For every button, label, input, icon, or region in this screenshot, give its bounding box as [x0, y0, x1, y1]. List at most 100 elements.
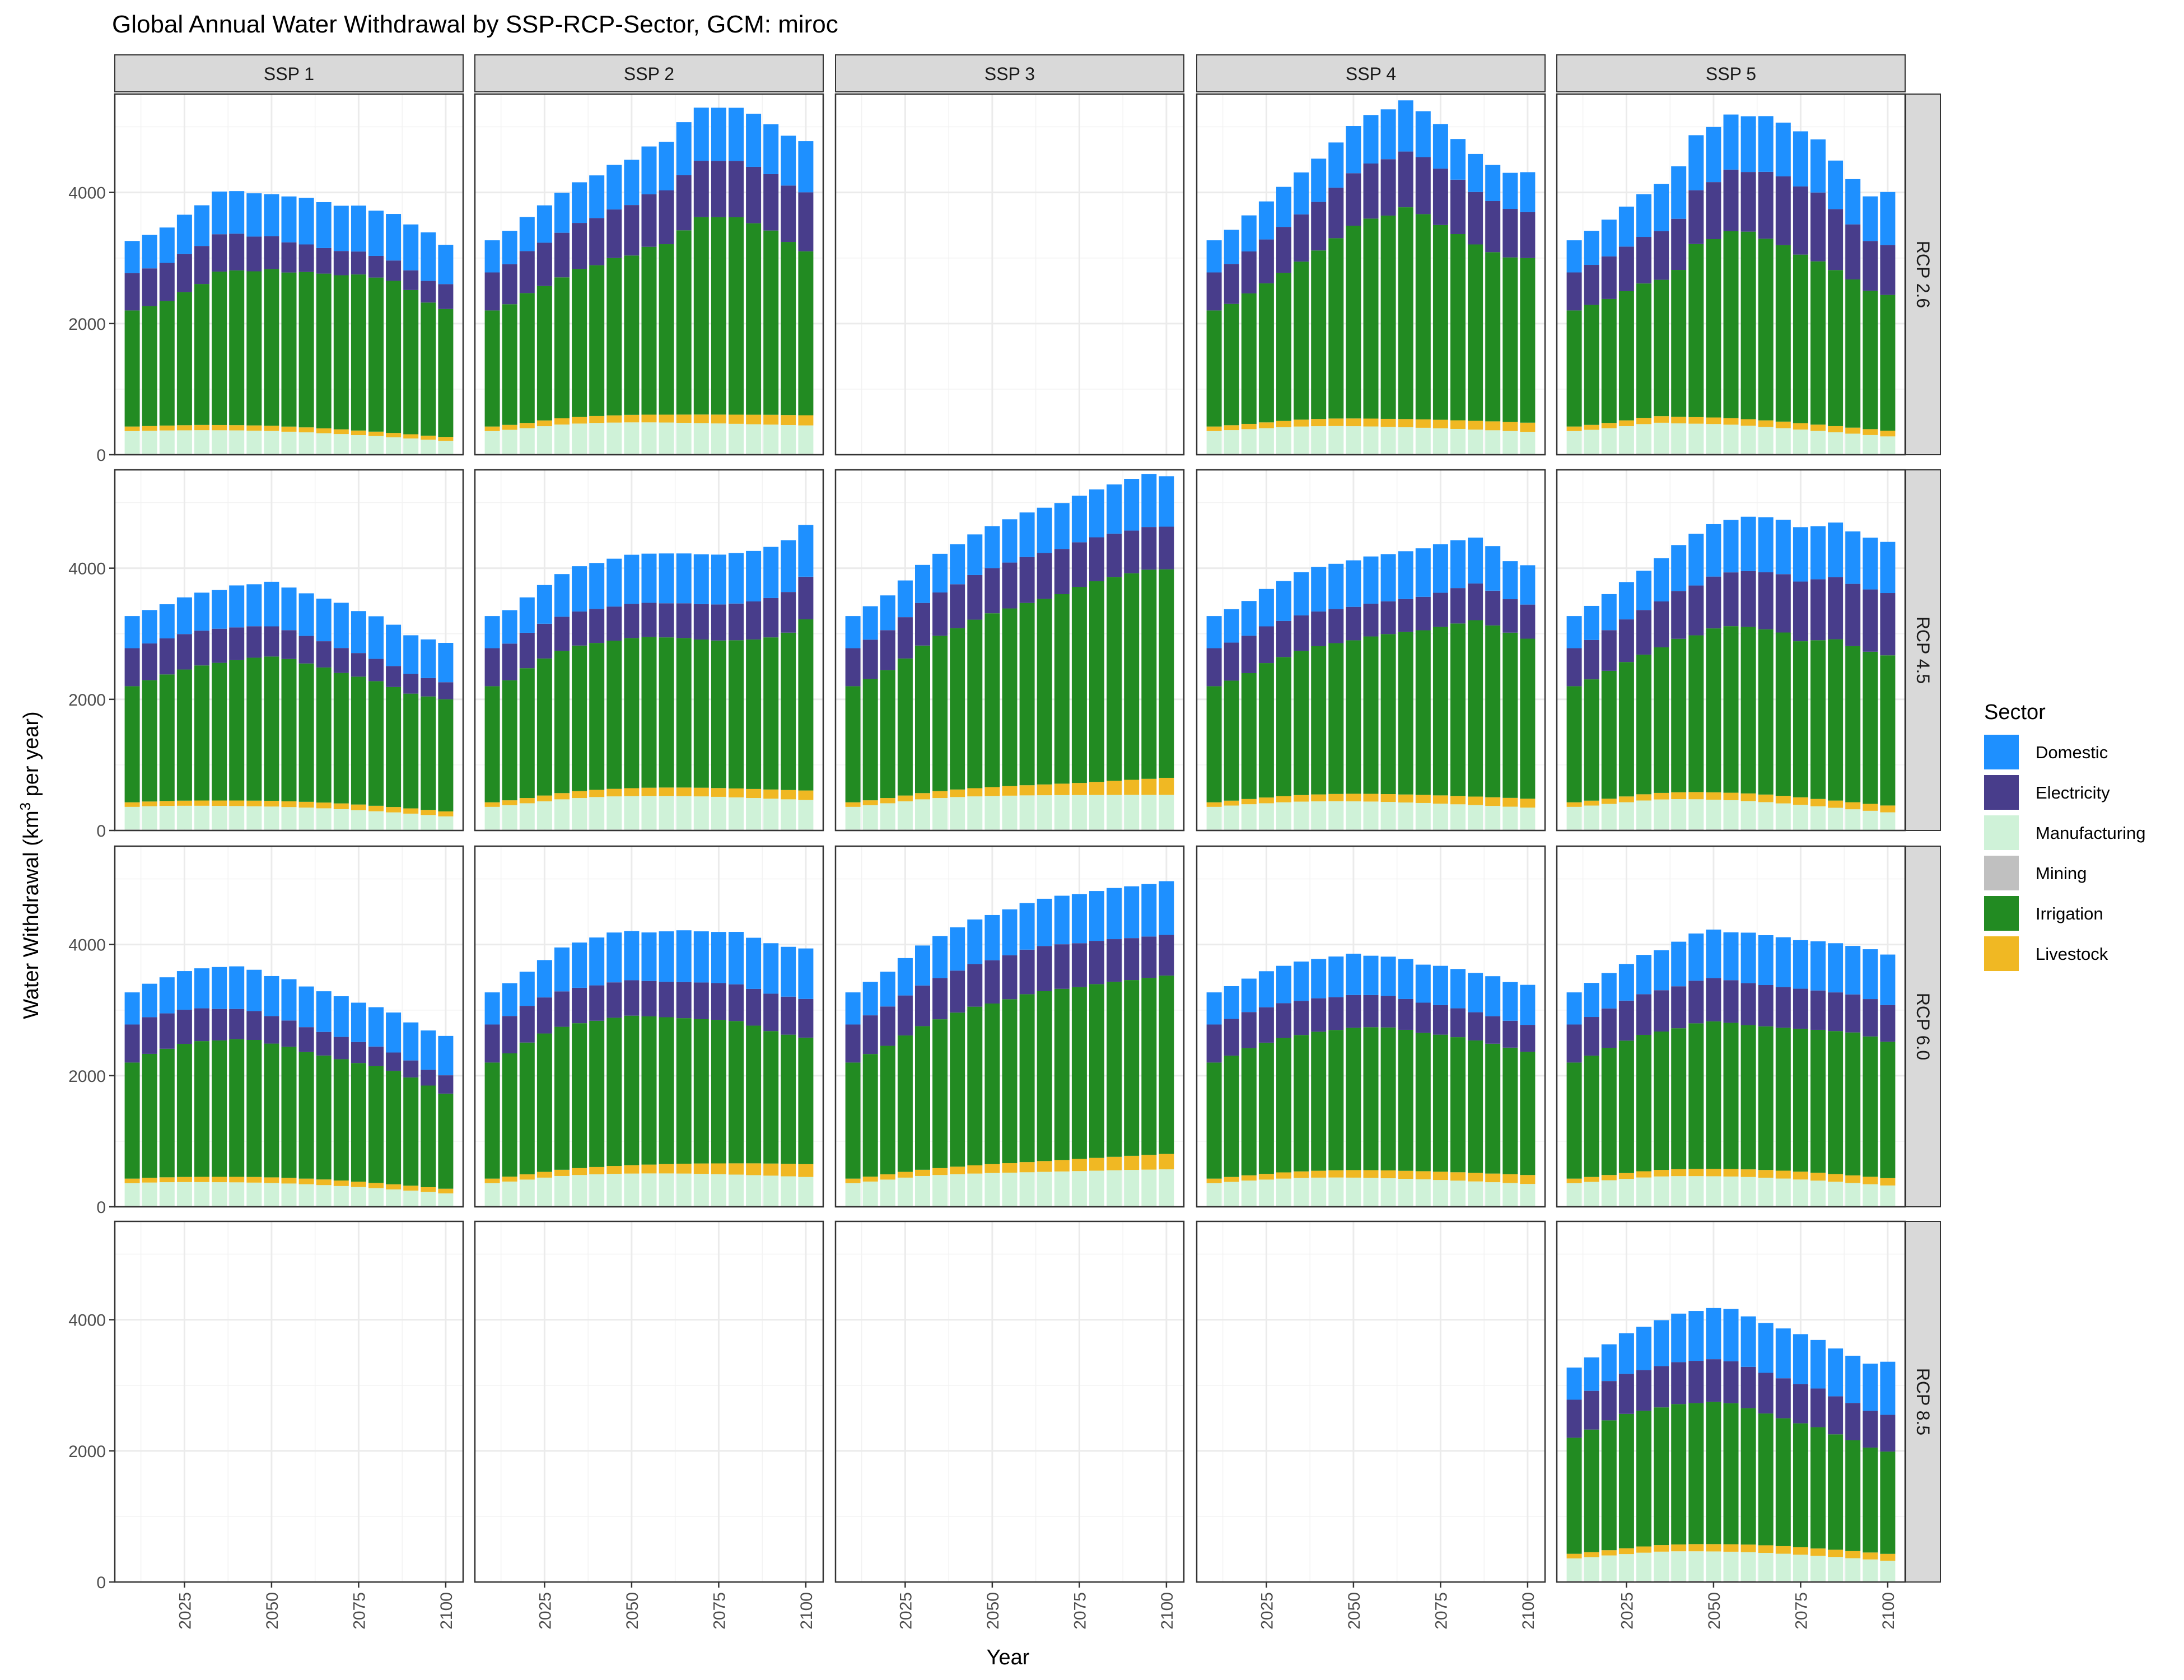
bar-segment-irrigation — [1584, 679, 1599, 801]
bar-segment-domestic — [1601, 1344, 1617, 1382]
bar-segment-electricity — [1688, 585, 1704, 636]
bar-segment-electricity — [519, 632, 535, 669]
bar-segment-irrigation — [624, 638, 640, 788]
bar-segment-irrigation — [1089, 581, 1104, 782]
bar-segment-irrigation — [763, 637, 779, 790]
bar-segment-irrigation — [1468, 620, 1483, 797]
bar-segment-domestic — [589, 937, 605, 986]
bar-segment-livestock — [403, 1186, 419, 1191]
bar-segment-livestock — [176, 1177, 192, 1182]
bar-segment-manufacturing — [763, 799, 779, 830]
bar-segment-electricity — [1363, 995, 1379, 1028]
bar-segment-irrigation — [967, 1006, 983, 1165]
bar-segment-livestock — [572, 417, 587, 424]
bar-segment-irrigation — [1775, 1418, 1791, 1546]
bar-segment-livestock — [880, 798, 895, 804]
bar-segment-livestock — [1654, 1170, 1669, 1177]
bar-segment-irrigation — [1432, 1034, 1448, 1172]
bar-segment-manufacturing — [212, 1182, 227, 1206]
bar-segment-manufacturing — [1054, 795, 1070, 830]
legend-label-manufacturing: Manufacturing — [2036, 823, 2145, 843]
y-tick-label: 0 — [96, 1574, 106, 1592]
facet-panel — [1196, 469, 1546, 832]
bar-segment-manufacturing — [932, 798, 948, 830]
bar-segment-manufacturing — [1845, 433, 1861, 454]
bar-segment-domestic — [1141, 474, 1157, 528]
bar-segment-domestic — [1618, 964, 1634, 1001]
bar-segment-livestock — [1380, 418, 1396, 427]
bar-segment-irrigation — [1601, 670, 1617, 799]
bar-segment-livestock — [1828, 1174, 1844, 1182]
bar-segment-manufacturing — [142, 431, 157, 454]
bar-segment-livestock — [1671, 1169, 1687, 1177]
bar-segment-irrigation — [1671, 638, 1687, 792]
bar-segment-livestock — [1688, 1544, 1704, 1552]
bar-segment-livestock — [1706, 792, 1721, 800]
bar-segment-livestock — [368, 431, 384, 436]
bar-segment-domestic — [729, 932, 744, 984]
bar-segment-electricity — [1520, 212, 1536, 258]
bar-segment-domestic — [1706, 524, 1721, 577]
bar-segment-manufacturing — [729, 1174, 744, 1206]
bar-segment-manufacturing — [159, 806, 175, 830]
bar-segment-irrigation — [1124, 980, 1140, 1156]
bar-segment-electricity — [554, 991, 570, 1027]
x-tick-label: 2075 — [1071, 1592, 1089, 1630]
bar-segment-manufacturing — [763, 424, 779, 454]
facet-panel — [834, 93, 1185, 456]
bar-segment-domestic — [1206, 992, 1222, 1025]
bar-segment-irrigation — [950, 1012, 965, 1167]
bar-segment-electricity — [1810, 990, 1826, 1030]
bar-segment-electricity — [1863, 589, 1878, 652]
bar-segment-livestock — [281, 1178, 297, 1184]
y-tick-label: 0 — [96, 822, 106, 841]
bar-segment-irrigation — [1019, 994, 1035, 1163]
bar-segment-irrigation — [1566, 1438, 1582, 1554]
bar-segment-irrigation — [1258, 1042, 1274, 1174]
bar-segment-electricity — [711, 161, 726, 217]
bar-segment-manufacturing — [1363, 1178, 1379, 1206]
bar-segment-electricity — [142, 268, 157, 306]
bar-segment-electricity — [676, 982, 692, 1019]
bar-segment-livestock — [1688, 792, 1704, 800]
bar-segment-domestic — [1363, 556, 1379, 604]
bar-segment-electricity — [1224, 642, 1239, 681]
bar-segment-domestic — [1758, 116, 1774, 172]
bar-segment-electricity — [729, 984, 744, 1021]
bar-segment-electricity — [1566, 272, 1582, 311]
bar-segment-livestock — [1159, 777, 1174, 795]
panel-border — [1556, 469, 1906, 832]
bar-segment-manufacturing — [1485, 1182, 1501, 1206]
bar-segment-domestic — [176, 214, 192, 254]
bar-segment-domestic — [1520, 565, 1536, 605]
bar-segment-domestic — [1311, 959, 1327, 998]
bar-segment-electricity — [1845, 584, 1861, 646]
bar-segment-electricity — [950, 584, 965, 628]
bar-segment-irrigation — [1654, 1407, 1669, 1546]
bar-segment-electricity — [386, 666, 402, 687]
bar-segment-livestock — [421, 1187, 436, 1192]
bar-segment-electricity — [1688, 190, 1704, 244]
bar-segment-livestock — [1450, 420, 1466, 429]
bar-segment-manufacturing — [606, 796, 622, 830]
bar-segment-electricity — [729, 603, 744, 641]
bar-segment-manufacturing — [798, 1177, 814, 1206]
bar-segment-livestock — [421, 810, 436, 815]
bar-segment-manufacturing — [932, 1175, 948, 1206]
bar-segment-electricity — [781, 185, 796, 242]
bar-segment-domestic — [368, 616, 384, 659]
bar-segment-irrigation — [1363, 636, 1379, 794]
bar-segment-manufacturing — [1566, 431, 1582, 454]
bar-segment-manufacturing — [984, 1173, 1000, 1206]
bar-segment-manufacturing — [1845, 1558, 1861, 1581]
bar-segment-irrigation — [264, 269, 279, 426]
bar-segment-manufacturing — [880, 1179, 895, 1206]
bar-segment-manufacturing — [1071, 795, 1087, 830]
bar-segment-irrigation — [1241, 1048, 1257, 1175]
bar-segment-livestock — [554, 793, 570, 800]
bar-segment-manufacturing — [1758, 427, 1774, 454]
bar-segment-manufacturing — [1740, 1177, 1756, 1206]
bar-segment-livestock — [519, 423, 535, 428]
bar-segment-electricity — [984, 960, 1000, 1004]
bar-segment-livestock — [159, 801, 175, 806]
